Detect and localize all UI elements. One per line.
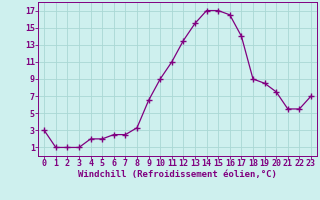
X-axis label: Windchill (Refroidissement éolien,°C): Windchill (Refroidissement éolien,°C) bbox=[78, 170, 277, 179]
